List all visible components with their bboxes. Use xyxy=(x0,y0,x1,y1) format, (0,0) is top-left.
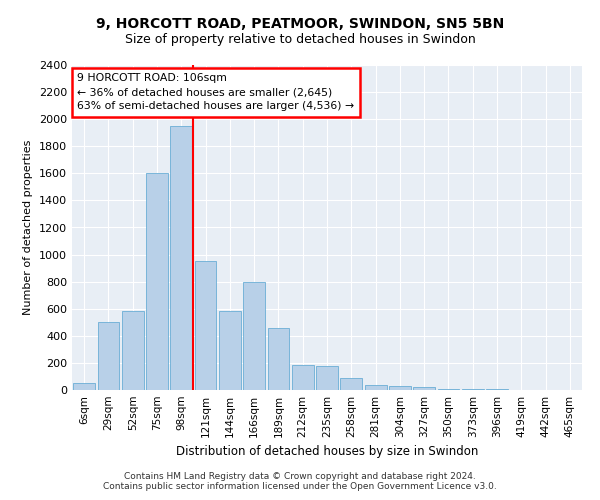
Bar xyxy=(97,322,119,390)
Bar xyxy=(170,126,192,390)
Y-axis label: Number of detached properties: Number of detached properties xyxy=(23,140,34,315)
Text: Size of property relative to detached houses in Swindon: Size of property relative to detached ho… xyxy=(125,32,475,46)
Text: 9, HORCOTT ROAD, PEATMOOR, SWINDON, SN5 5BN: 9, HORCOTT ROAD, PEATMOOR, SWINDON, SN5 … xyxy=(96,18,504,32)
X-axis label: Distribution of detached houses by size in Swindon: Distribution of detached houses by size … xyxy=(176,446,478,458)
Bar xyxy=(219,312,241,390)
Bar xyxy=(194,262,217,390)
Bar xyxy=(413,388,435,390)
Text: 9 HORCOTT ROAD: 106sqm
← 36% of detached houses are smaller (2,645)
63% of semi-: 9 HORCOTT ROAD: 106sqm ← 36% of detached… xyxy=(77,73,354,111)
Bar xyxy=(389,386,411,390)
Bar xyxy=(292,365,314,390)
Bar xyxy=(73,383,95,390)
Bar xyxy=(268,328,289,390)
Bar xyxy=(122,312,143,390)
Bar xyxy=(365,386,386,390)
Bar xyxy=(340,378,362,390)
Text: Contains public sector information licensed under the Open Government Licence v3: Contains public sector information licen… xyxy=(103,482,497,491)
Bar xyxy=(316,366,338,390)
Bar xyxy=(437,388,460,390)
Bar xyxy=(243,282,265,390)
Bar xyxy=(146,174,168,390)
Text: Contains HM Land Registry data © Crown copyright and database right 2024.: Contains HM Land Registry data © Crown c… xyxy=(124,472,476,481)
